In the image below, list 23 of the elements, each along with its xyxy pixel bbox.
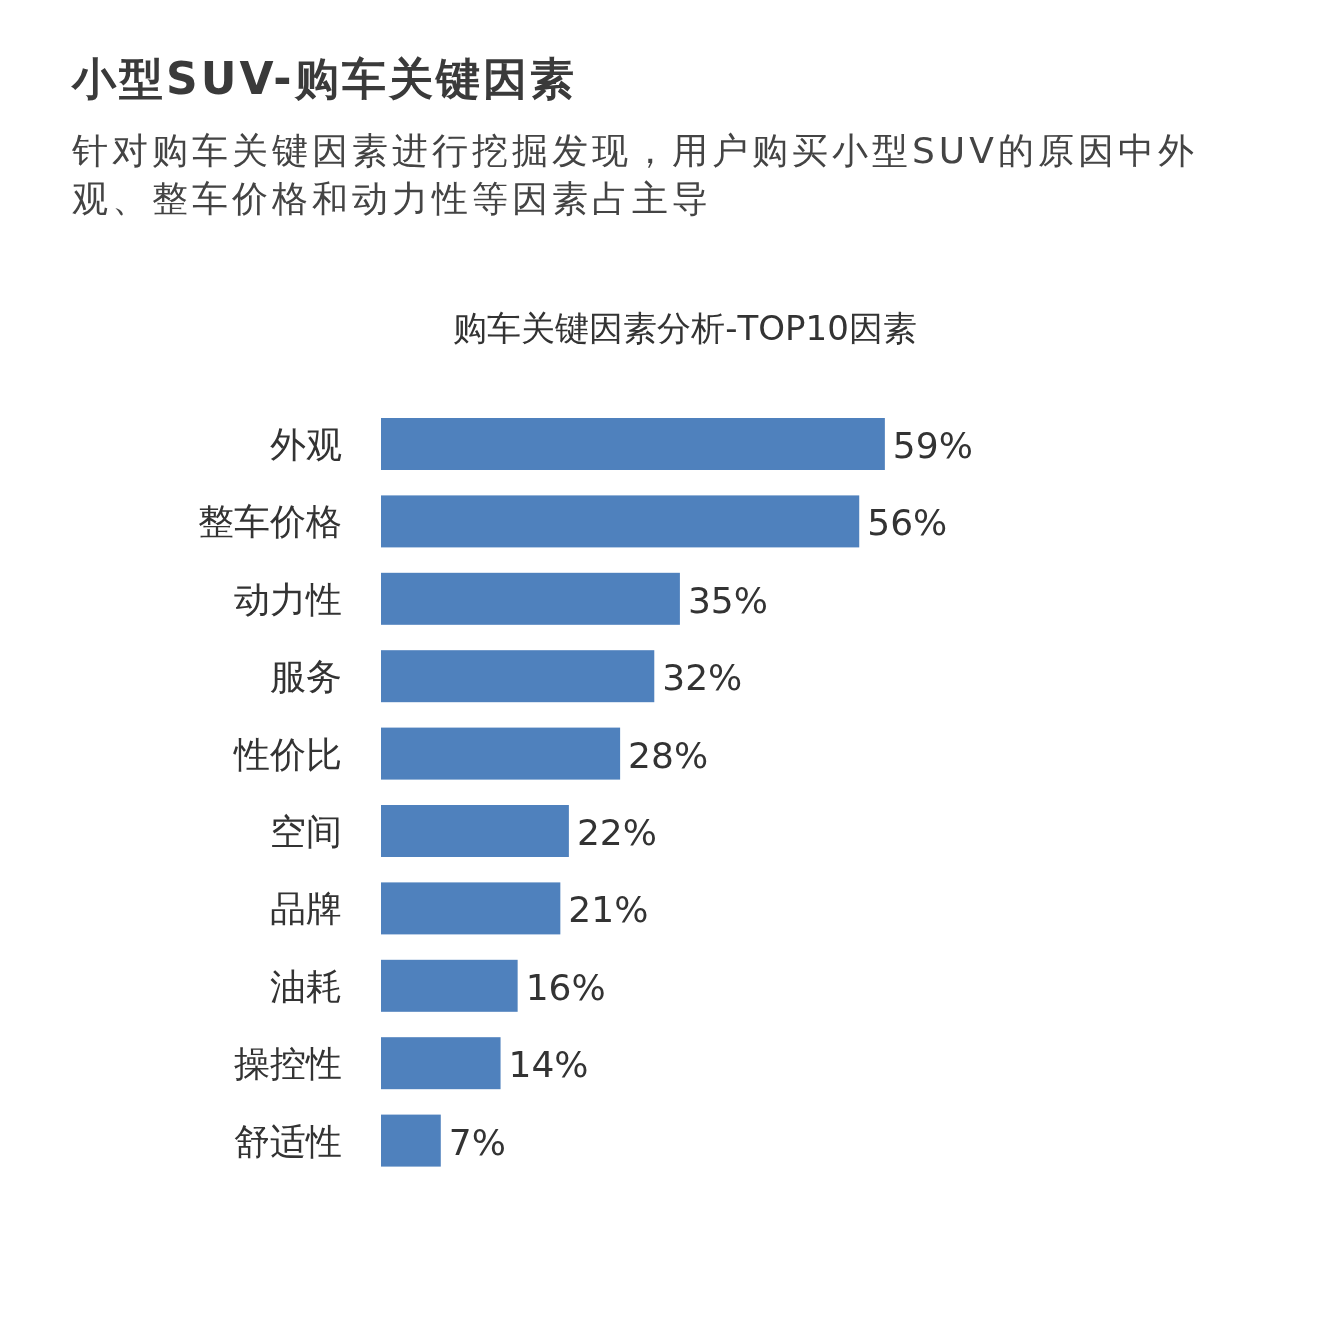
y-tick-label: 服务: [270, 656, 342, 698]
data-label: 16%: [525, 966, 606, 1008]
data-label: 21%: [568, 889, 649, 931]
data-label: 59%: [892, 425, 973, 466]
y-tick-label: 动力性: [234, 578, 342, 620]
chart-title: 小型SUV-购车关键因素: [72, 52, 578, 106]
data-label: 28%: [628, 734, 709, 776]
y-tick-label: 操控性: [234, 1043, 342, 1085]
data-label: 22%: [576, 812, 657, 853]
y-tick-label: 性价比: [233, 733, 342, 775]
data-label: 35%: [687, 579, 768, 621]
y-tick-label: 油耗: [270, 965, 342, 1007]
y-tick-label: 整车价格: [198, 501, 342, 543]
data-label: 32%: [662, 657, 743, 699]
data-label: 56%: [867, 502, 948, 544]
chart-subtitle: 针对购车关键因素进行挖掘发现，用户购买小型SUV的原因中外观、整车价格和动力性等因素占主导: [72, 129, 1199, 221]
text: 购车关键因素分析-TOP10因素: [453, 308, 917, 348]
data-label: 14%: [508, 1044, 589, 1086]
y-tick-label: 舒适性: [234, 1120, 342, 1162]
y-tick-label: 空间: [270, 811, 342, 852]
data-label: 7%: [448, 1121, 506, 1163]
y-tick-label: 品牌: [270, 888, 342, 930]
y-tick-label: 外观: [270, 424, 342, 465]
